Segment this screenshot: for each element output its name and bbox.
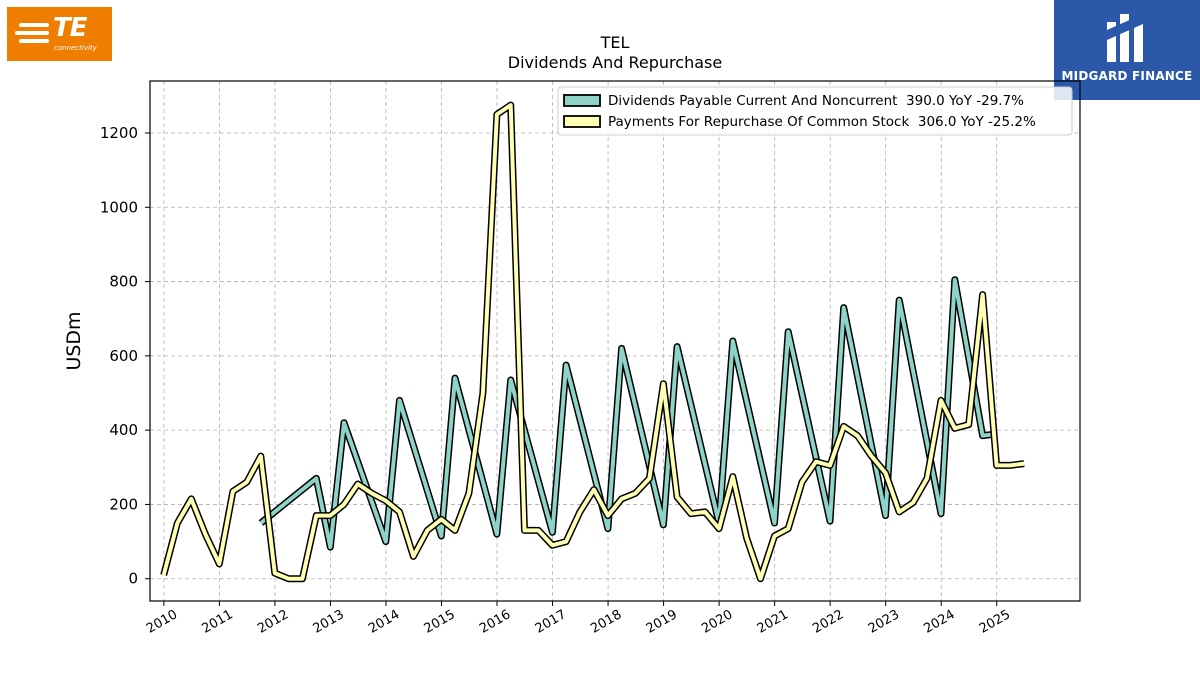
x-tick-label: 2024	[921, 607, 957, 637]
x-tick-label: 2020	[699, 607, 735, 637]
y-tick-label: 1200	[100, 124, 138, 142]
legend-swatch-dividends-payable-current-and-noncurrent	[563, 94, 601, 107]
y-tick-label: 600	[109, 347, 138, 365]
x-tick-label: 2016	[477, 607, 513, 637]
x-axis: 2010 2011 2012 2013 2014 2015 2016 2017 2018 2019…	[144, 601, 1013, 637]
midgard-finance-logo: MIDGARD FINANCE	[1054, 0, 1200, 100]
series-line-dividends-payable-current-and-noncurrent	[259, 277, 997, 550]
y-tick-label: 800	[109, 273, 138, 291]
grid-lines	[150, 81, 1080, 601]
chart-title: TEL	[600, 33, 630, 52]
midgard-emblem-icon	[1107, 14, 1143, 62]
midgard-logo-text: MIDGARD FINANCE	[1061, 69, 1193, 83]
x-tick-label: 2018	[588, 607, 624, 637]
legend-box	[557, 86, 1073, 136]
legend-swatch-payments-for-repurchase-of-common-stock	[563, 115, 601, 128]
plot-frame	[149, 80, 1081, 602]
y-axis-label: USDm	[63, 311, 85, 370]
x-tick-label: 2019	[644, 607, 680, 637]
te-logo-stripes-icon	[15, 23, 49, 43]
y-tick-label: 400	[109, 421, 138, 439]
x-tick-label: 2014	[366, 607, 402, 637]
series-line-payments-for-repurchase-of-common-stock	[161, 103, 1025, 581]
series-lines	[160, 101, 1025, 583]
legend-label-payments-for-repurchase-of-common-stock: Payments For Repurchase Of Common Stock …	[608, 114, 1036, 130]
te-logo-subtext: connectivity	[54, 44, 97, 52]
x-tick-label: 2013	[311, 607, 347, 637]
legend-label-dividends-payable-current-and-noncurrent: Dividends Payable Current And Noncurrent…	[608, 93, 1024, 109]
y-axis: 0 200 400 600 800 1000 1200	[100, 124, 150, 588]
x-tick-label: 2010	[144, 607, 180, 637]
x-tick-label: 2012	[255, 607, 291, 637]
legend: Dividends Payable Current And Noncurrent…	[557, 86, 1073, 136]
x-tick-label: 2023	[866, 607, 902, 637]
te-logo-text: TE	[53, 13, 87, 43]
x-tick-label: 2017	[533, 607, 569, 637]
y-tick-label: 1000	[100, 198, 138, 216]
x-tick-label: 2011	[200, 607, 236, 637]
chart-subtitle: Dividends And Repurchase	[508, 53, 722, 72]
x-tick-label: 2022	[810, 607, 846, 637]
te-connectivity-logo: TE connectivity	[7, 7, 112, 61]
x-tick-label: 2025	[977, 607, 1013, 637]
y-tick-label: 200	[109, 495, 138, 513]
x-tick-label: 2021	[755, 607, 791, 637]
x-tick-label: 2015	[422, 607, 458, 637]
y-tick-label: 0	[128, 570, 138, 588]
